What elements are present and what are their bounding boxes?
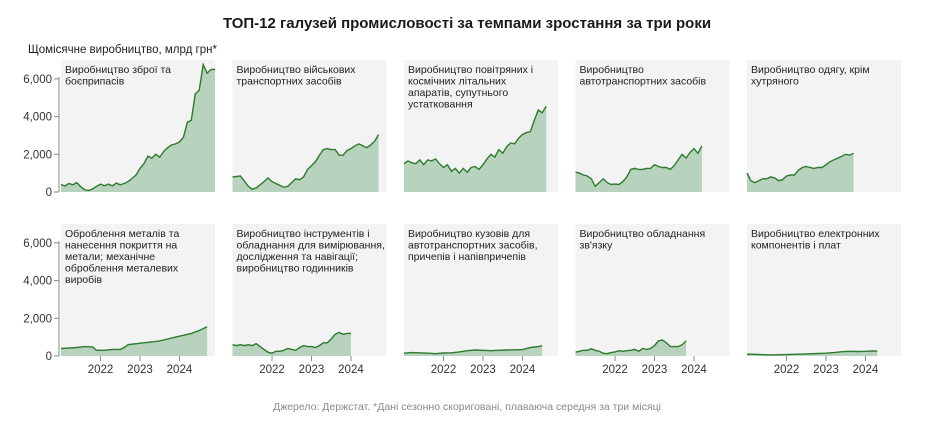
panel-title-line: нанесення покриття на	[65, 240, 177, 252]
panel: Виробництво кузовів для автотранспортних …	[403, 224, 558, 376]
panel-title-line: Виробництво інструментів і	[237, 228, 370, 240]
panel-title-line: хутряного	[751, 76, 799, 88]
panel-title: Виробництво повітряних і космічних літаль…	[408, 64, 533, 111]
panel-title: Виробництво електронних компонентів і пла…	[751, 228, 880, 252]
y-tick-label: 6,000	[23, 74, 52, 86]
panel-title-line: автотранспортних засобів,	[408, 240, 538, 252]
panel-title: Виробництво інструментів і обладнання для…	[237, 228, 385, 275]
panel-title: Оброблення металів та нанесення покриття …	[65, 228, 179, 286]
panel: Виробництво інструментів і обладнання для…	[232, 224, 387, 376]
panel-title-line: дослідження та навігації;	[237, 251, 358, 263]
panel-title: Виробництво кузовів для автотранспортних …	[408, 228, 538, 263]
panel-title-line: Оброблення металів та	[65, 228, 179, 240]
x-tick-label: 2022	[431, 364, 457, 376]
y-tick-label: 0	[46, 351, 52, 363]
x-tick-label: 2024	[338, 364, 364, 376]
panel: Оброблення металів та нанесення покриття …	[60, 224, 215, 376]
series-area	[232, 134, 379, 192]
panel: Виробництво військових транспортних засоб…	[232, 60, 387, 192]
series-line	[232, 331, 351, 354]
series-line	[60, 326, 208, 351]
x-tick-label: 2022	[602, 364, 628, 376]
series-line	[575, 145, 703, 188]
x-tick-label: 2024	[167, 364, 193, 376]
x-tick-label: 2022	[259, 364, 285, 376]
panel-background	[404, 224, 558, 356]
panel-title-line: Виробництво електронних	[751, 228, 880, 240]
panel: Виробництво зброї та боєприпасів	[60, 60, 215, 192]
panel-title-line: боєприпасів	[65, 76, 125, 88]
panel-title-line: устатковання	[408, 99, 473, 111]
y-tick-label: 4,000	[23, 112, 52, 124]
panel: Виробництво одягу, крім хутряного	[746, 60, 901, 192]
series-line	[746, 350, 878, 356]
panel-title: Виробництво зброї та боєприпасів	[65, 64, 171, 88]
y-axis-label: Щомісячне виробництво, млрд грн*	[28, 44, 217, 56]
panel-title-line: Виробництво зброї та	[65, 64, 171, 76]
x-tick-label: 2022	[88, 364, 114, 376]
x-tick-label: 2023	[299, 364, 325, 376]
panel: Виробництво повітряних і космічних літаль…	[403, 60, 558, 192]
panel: Виробництво електронних компонентів і пла…	[746, 224, 901, 376]
y-tick-label: 6,000	[23, 238, 52, 250]
x-tick-label: 2024	[510, 364, 536, 376]
series-line	[575, 339, 687, 355]
panel-title-line: обладнання для вимірювання,	[237, 240, 385, 252]
x-tick-label: 2023	[470, 364, 496, 376]
x-tick-label: 2023	[127, 364, 153, 376]
y-tick-label: 2,000	[23, 313, 52, 325]
series-area	[61, 326, 208, 356]
panel-title: Виробництво обладнання зв'язку	[580, 228, 706, 252]
series-line	[60, 62, 215, 192]
panel-title-line: автотранспортних засобів	[580, 76, 707, 88]
panel-title: Виробництво автотранспортних засобів	[580, 64, 707, 88]
panel-title-line: Виробництво одягу, крім	[751, 64, 870, 76]
panel: Виробництво автотранспортних засобів	[575, 60, 730, 192]
panel-title-line: транспортних засобів	[237, 76, 343, 88]
series-area	[232, 332, 351, 356]
x-tick-label: 2024	[681, 364, 707, 376]
series-line	[232, 134, 380, 190]
panel-title-line: апаратів, супутнього	[408, 87, 508, 99]
panel-title-line: Виробництво	[580, 64, 645, 76]
x-tick-label: 2024	[853, 364, 879, 376]
panel-title-line: зв'язку	[580, 240, 614, 252]
source-note: Джерело: Держстат. *Дані сезонно скориго…	[273, 401, 661, 413]
series-line	[746, 152, 854, 184]
panel-title-line: метали; механічне	[65, 251, 155, 263]
series-area	[575, 340, 687, 356]
x-tick-label: 2023	[642, 364, 668, 376]
panel-background	[575, 224, 730, 356]
y-tick-label: 0	[46, 187, 52, 199]
series-line	[403, 105, 547, 175]
panel: Виробництво обладнання зв'язку 2022 2023 202…	[575, 224, 730, 376]
panel-title-line: космічних літальних	[408, 76, 507, 88]
series-line	[403, 344, 543, 355]
panel-title-line: Виробництво кузовів для	[408, 228, 530, 240]
panel-title-line: Виробництво повітряних і	[408, 64, 533, 76]
x-tick-label: 2023	[813, 364, 839, 376]
series-area	[61, 64, 215, 192]
series-area	[404, 106, 547, 192]
chart-title: ТОП-12 галузей промисловості за темпами …	[222, 15, 712, 32]
panel-background	[232, 224, 387, 356]
panel-title-line: оброблення металевих	[65, 263, 179, 275]
series-area	[747, 153, 854, 192]
panel-title-line: компонентів і плат	[751, 240, 841, 252]
series-area	[575, 145, 702, 192]
y-tick-label: 4,000	[23, 276, 52, 288]
panel-title-line: Виробництво військових	[237, 64, 357, 76]
panel-title-line: виробів	[65, 274, 102, 286]
x-tick-label: 2022	[774, 364, 800, 376]
panel-title-line: причепів і напівпричепів	[408, 251, 526, 263]
panel-title: Виробництво військових транспортних засоб…	[237, 64, 357, 88]
panel-title-line: виробництво годинників	[237, 263, 354, 275]
panel-title-line: Виробництво обладнання	[580, 228, 706, 240]
panel-title: Виробництво одягу, крім хутряного	[751, 64, 870, 88]
y-tick-label: 2,000	[23, 149, 52, 161]
panel-background	[747, 224, 901, 356]
